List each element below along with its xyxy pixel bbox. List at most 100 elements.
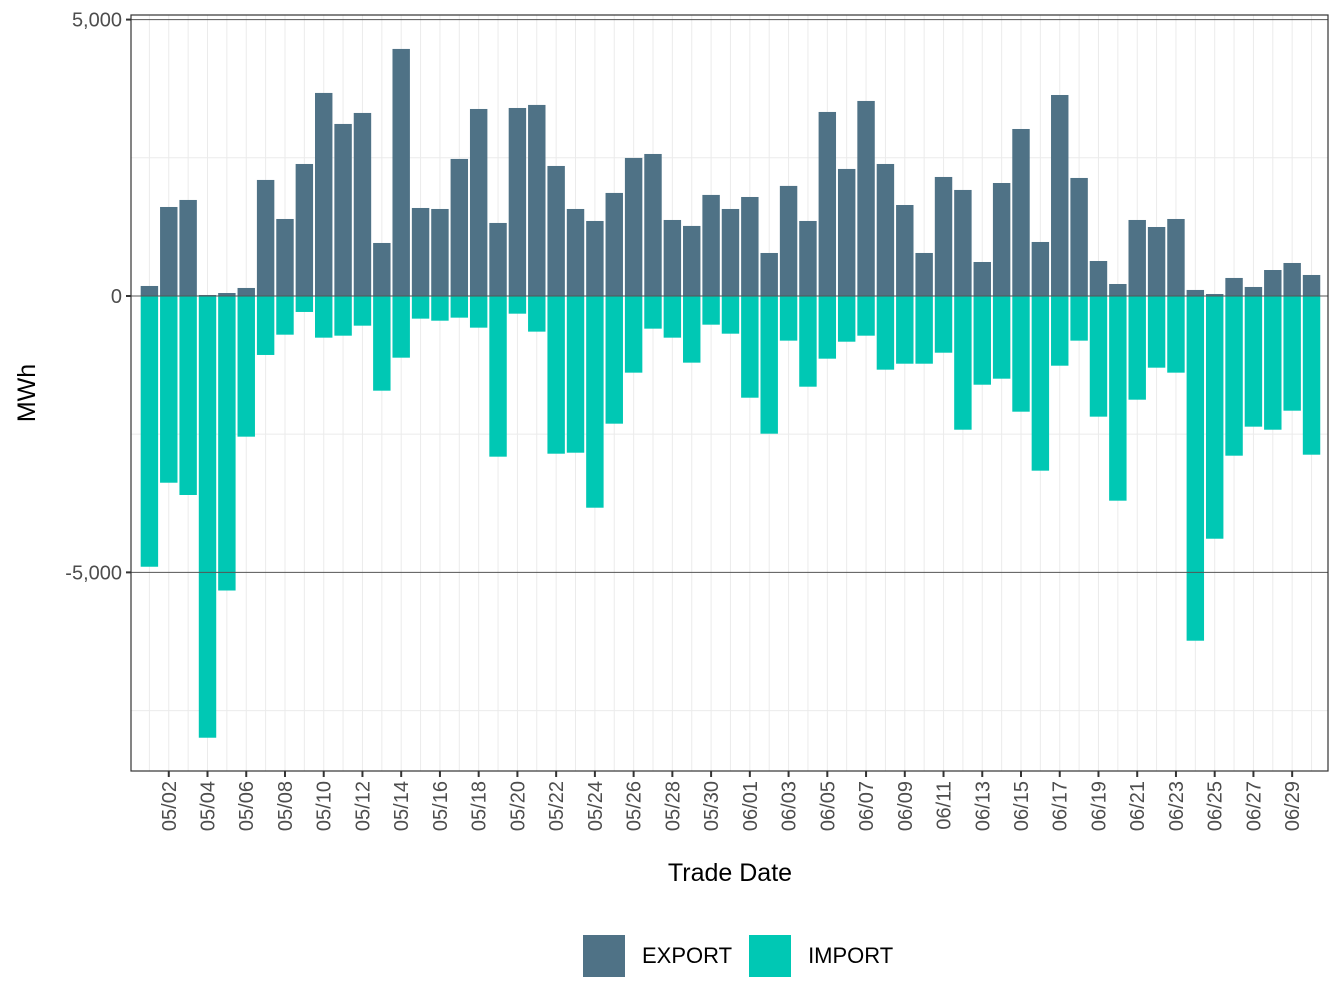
panel-background — [131, 15, 1328, 771]
bar-import-05-18 — [469, 295, 488, 328]
bar-export-05-03 — [179, 199, 197, 296]
legend-item-export: EXPORT — [583, 935, 732, 977]
x-tick-label: 06/07 — [856, 781, 878, 831]
legend-swatch-export — [583, 935, 625, 977]
x-tick-label: 05/22 — [546, 781, 568, 831]
bar-export-06-17 — [1051, 94, 1069, 296]
bar-import-05-26 — [624, 295, 643, 373]
bar-import-06-07 — [857, 295, 875, 336]
bar-import-05-31 — [721, 295, 740, 334]
bar-import-05-03 — [179, 295, 197, 495]
x-tick-label: 05/14 — [391, 781, 413, 831]
bar-import-06-08 — [876, 295, 895, 370]
bar-export-06-21 — [1128, 219, 1146, 296]
bar-import-06-10 — [915, 295, 933, 364]
x-tick-label: 05/28 — [662, 781, 684, 831]
major-lines — [131, 19, 1328, 573]
bar-import-05-29 — [683, 295, 701, 363]
bar-import-06-01 — [741, 295, 759, 398]
bar-import-06-15 — [1012, 295, 1030, 412]
x-tick-label: 05/20 — [507, 781, 529, 831]
bar-import-05-17 — [450, 295, 469, 318]
x-tick-label: 06/05 — [817, 781, 839, 831]
bar-export-06-23 — [1167, 218, 1185, 296]
bar-export-06-12 — [954, 189, 972, 296]
bar-import-06-05 — [818, 295, 837, 359]
bar-export-05-18 — [469, 108, 488, 296]
x-tick-label: 05/16 — [430, 781, 452, 831]
bar-export-05-24 — [586, 220, 604, 296]
bar-import-06-27 — [1244, 295, 1263, 427]
x-tick-label: 06/13 — [972, 781, 994, 831]
bar-import-05-15 — [411, 295, 430, 319]
bar-export-05-11 — [334, 123, 352, 296]
bar-export-05-05 — [218, 292, 236, 296]
bar-export-05-21 — [528, 104, 546, 296]
bar-import-05-07 — [256, 295, 275, 355]
x-tick-label: 06/17 — [1050, 781, 1072, 831]
bar-export-05-26 — [624, 157, 643, 296]
bar-export-06-01 — [741, 196, 759, 296]
bar-import-05-09 — [295, 295, 314, 312]
bar-export-05-23 — [566, 208, 585, 296]
legend-label-export: EXPORT — [642, 943, 733, 968]
bar-export-05-02 — [160, 206, 178, 296]
bar-import-05-16 — [431, 295, 449, 321]
bar-import-06-22 — [1147, 295, 1166, 368]
bar-export-05-13 — [373, 242, 391, 296]
bar-import-06-24 — [1186, 295, 1205, 641]
bar-import-05-24 — [586, 295, 604, 508]
bar-export-05-06 — [237, 287, 255, 296]
bar-import-06-02 — [760, 295, 778, 434]
y-axis: 5,000 0 -5,000 — [65, 10, 131, 584]
bar-import-06-12 — [954, 295, 972, 430]
x-tick-label: 05/30 — [701, 781, 723, 831]
bar-export-05-01 — [140, 285, 159, 296]
bar-export-06-13 — [973, 261, 991, 296]
bar-export-05-17 — [450, 158, 469, 296]
bar-export-05-08 — [276, 218, 294, 296]
bar-export-05-25 — [605, 192, 623, 296]
bar-import-05-30 — [702, 295, 720, 325]
bar-export-05-30 — [702, 194, 720, 296]
bar-export-05-10 — [315, 92, 333, 296]
bar-export-06-18 — [1070, 177, 1088, 296]
bar-export-06-28 — [1264, 270, 1282, 296]
x-tick-label: 05/10 — [314, 781, 336, 831]
bar-import-06-28 — [1264, 295, 1282, 430]
x-tick-label: 06/15 — [1011, 781, 1033, 831]
bar-import-05-23 — [566, 295, 585, 453]
bar-export-06-02 — [760, 252, 778, 296]
bar-import-06-04 — [799, 295, 817, 387]
bar-import-06-09 — [896, 295, 914, 364]
bar-import-05-28 — [663, 295, 682, 338]
bar-import-05-27 — [644, 295, 662, 329]
bar-export-05-07 — [256, 179, 275, 296]
bar-export-06-16 — [1031, 241, 1050, 296]
bar-export-06-19 — [1089, 260, 1108, 296]
x-tick-label: 05/26 — [624, 781, 646, 831]
bar-import-06-06 — [837, 295, 856, 342]
x-tick-label: 06/01 — [740, 781, 762, 831]
legend-label-import: IMPORT — [808, 943, 894, 968]
bar-import-06-03 — [779, 295, 798, 341]
bar-import-06-14 — [992, 295, 1011, 379]
bar-import-05-12 — [353, 295, 372, 326]
bar-export-05-29 — [683, 225, 701, 296]
bar-export-06-06 — [837, 168, 856, 296]
bar-import-06-21 — [1128, 295, 1146, 400]
bar-import-05-08 — [276, 295, 294, 335]
bar-export-05-12 — [353, 112, 372, 296]
bar-import-05-13 — [373, 295, 391, 391]
legend-swatch-import — [749, 935, 792, 977]
bar-import-06-30 — [1302, 295, 1321, 455]
bar-import-06-17 — [1051, 295, 1069, 366]
bar-import-06-11 — [934, 295, 953, 353]
bar-export-05-14 — [392, 48, 410, 296]
bar-export-06-09 — [896, 204, 914, 296]
bar-import-05-04 — [198, 295, 217, 738]
legend: EXPORT IMPORT — [583, 935, 910, 977]
bar-export-06-04 — [799, 220, 817, 296]
x-tick-label: 06/03 — [779, 781, 801, 831]
bar-import-05-20 — [508, 295, 527, 314]
